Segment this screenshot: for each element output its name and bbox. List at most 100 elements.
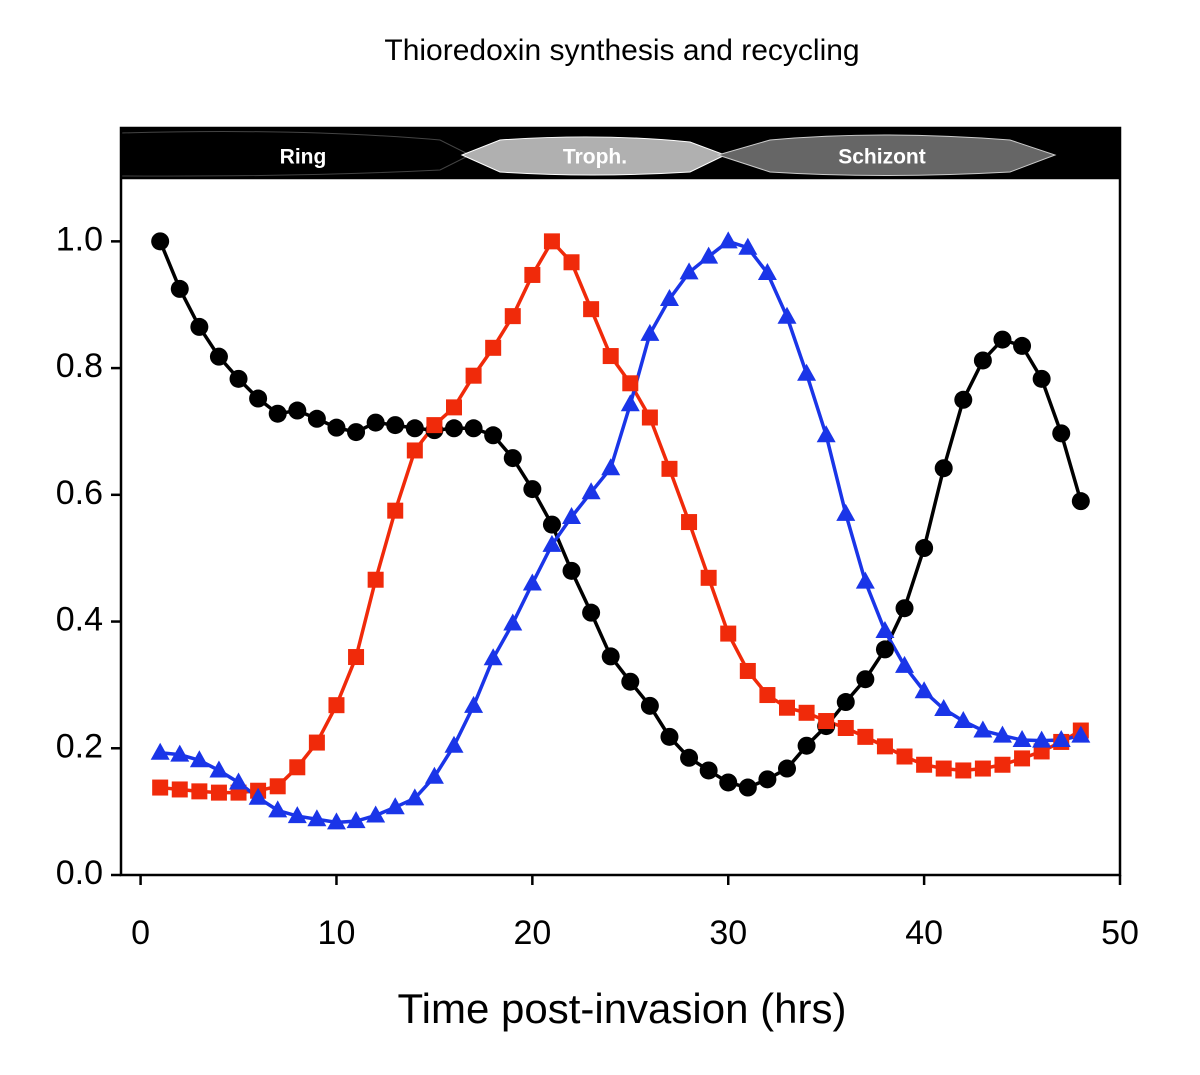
y-tick-label: 0.4 <box>56 601 103 639</box>
square-marker <box>876 738 893 755</box>
x-axis-label: Time post-invasion (hrs) <box>398 985 847 1032</box>
square-marker <box>524 266 541 283</box>
square-marker <box>426 417 443 434</box>
square-marker <box>974 760 991 777</box>
triangle-marker <box>953 711 973 729</box>
triangle-marker <box>1012 730 1032 748</box>
square-marker <box>759 687 776 704</box>
circle-marker <box>660 727 679 746</box>
square-marker <box>289 759 306 776</box>
x-tick-label: 50 <box>1101 914 1139 952</box>
triangle-marker <box>209 760 229 778</box>
x-tick-label: 10 <box>318 914 356 952</box>
triangle-marker <box>483 648 503 666</box>
circle-marker <box>738 778 757 797</box>
square-marker <box>896 748 913 765</box>
triangle-marker <box>1032 730 1052 748</box>
circle-marker <box>249 389 268 408</box>
square-marker <box>485 339 502 356</box>
square-marker <box>602 348 619 365</box>
circle-marker <box>229 369 248 388</box>
square-marker <box>543 233 560 250</box>
square-marker <box>994 756 1011 773</box>
square-marker <box>916 756 933 773</box>
triangle-marker <box>992 725 1012 743</box>
circle-marker <box>719 773 738 792</box>
triangle-marker <box>326 812 346 830</box>
circle-marker <box>347 423 366 442</box>
circle-marker <box>954 390 973 409</box>
triangle-marker <box>836 503 856 521</box>
square-marker <box>504 308 521 325</box>
series-line <box>160 239 1082 825</box>
triangle-marker <box>640 323 660 341</box>
circle-marker <box>1032 369 1051 388</box>
triangle-marker <box>287 806 307 824</box>
triangle-marker <box>562 506 582 524</box>
ring-shape <box>120 131 472 177</box>
x-tick-label: 20 <box>513 914 551 952</box>
triangle-marker <box>816 425 836 443</box>
square-marker <box>661 460 678 477</box>
square-marker <box>465 367 482 384</box>
plot-frame <box>119 126 1122 877</box>
square-marker <box>739 662 756 679</box>
triangle-marker <box>307 809 327 827</box>
chart-title: Thioredoxin synthesis and recycling <box>384 34 859 67</box>
circle-marker <box>445 419 463 438</box>
triangle-marker <box>895 655 915 673</box>
circle-marker <box>778 759 796 778</box>
square-marker <box>798 704 815 721</box>
triangle-marker <box>699 246 719 264</box>
triangle-marker <box>777 306 797 324</box>
circle-marker <box>1052 424 1071 443</box>
circle-marker <box>288 401 307 420</box>
triangle-marker <box>385 797 405 815</box>
triangle-marker <box>973 720 993 738</box>
circle-marker <box>758 770 777 789</box>
circle-marker <box>268 404 287 423</box>
square-marker <box>583 301 600 318</box>
square-marker <box>818 713 835 730</box>
square-marker <box>641 409 658 426</box>
circle-marker <box>934 459 953 478</box>
circle-marker <box>582 603 601 622</box>
circle-marker <box>836 693 855 712</box>
x-tick-label: 30 <box>709 914 747 952</box>
circle-marker <box>386 416 405 435</box>
circle-marker <box>993 330 1012 349</box>
circle-marker <box>484 426 503 445</box>
triangle-marker <box>189 750 209 768</box>
stage-label: Ring <box>280 146 327 169</box>
square-marker <box>563 254 580 271</box>
triangle-marker <box>268 800 288 818</box>
triangle-marker <box>1071 725 1091 743</box>
y-tick-label: 0.6 <box>56 474 103 512</box>
triangle-marker <box>170 744 190 762</box>
stage-label: Troph. <box>563 146 627 169</box>
triangle-marker <box>934 698 954 716</box>
square-marker <box>720 625 737 642</box>
square-marker <box>681 514 698 531</box>
x-tick-label: 0 <box>131 914 150 952</box>
triangle-marker <box>718 231 738 249</box>
circle-marker <box>875 640 894 659</box>
triangle-marker <box>405 788 425 806</box>
circle-marker <box>523 480 542 499</box>
square-marker <box>387 502 404 519</box>
triangle-marker <box>542 534 562 552</box>
square-marker <box>152 779 169 796</box>
square-marker <box>446 399 462 416</box>
square-marker <box>1014 750 1031 767</box>
circle-marker <box>542 515 561 534</box>
square-marker <box>328 697 345 714</box>
square-marker <box>308 734 325 751</box>
triangle-marker <box>464 695 484 713</box>
triangle-marker <box>875 621 895 639</box>
triangle-marker <box>757 263 777 281</box>
square-marker <box>367 571 384 588</box>
square-marker <box>837 719 854 736</box>
schizont-shape <box>716 134 1057 176</box>
circle-marker <box>464 419 483 438</box>
